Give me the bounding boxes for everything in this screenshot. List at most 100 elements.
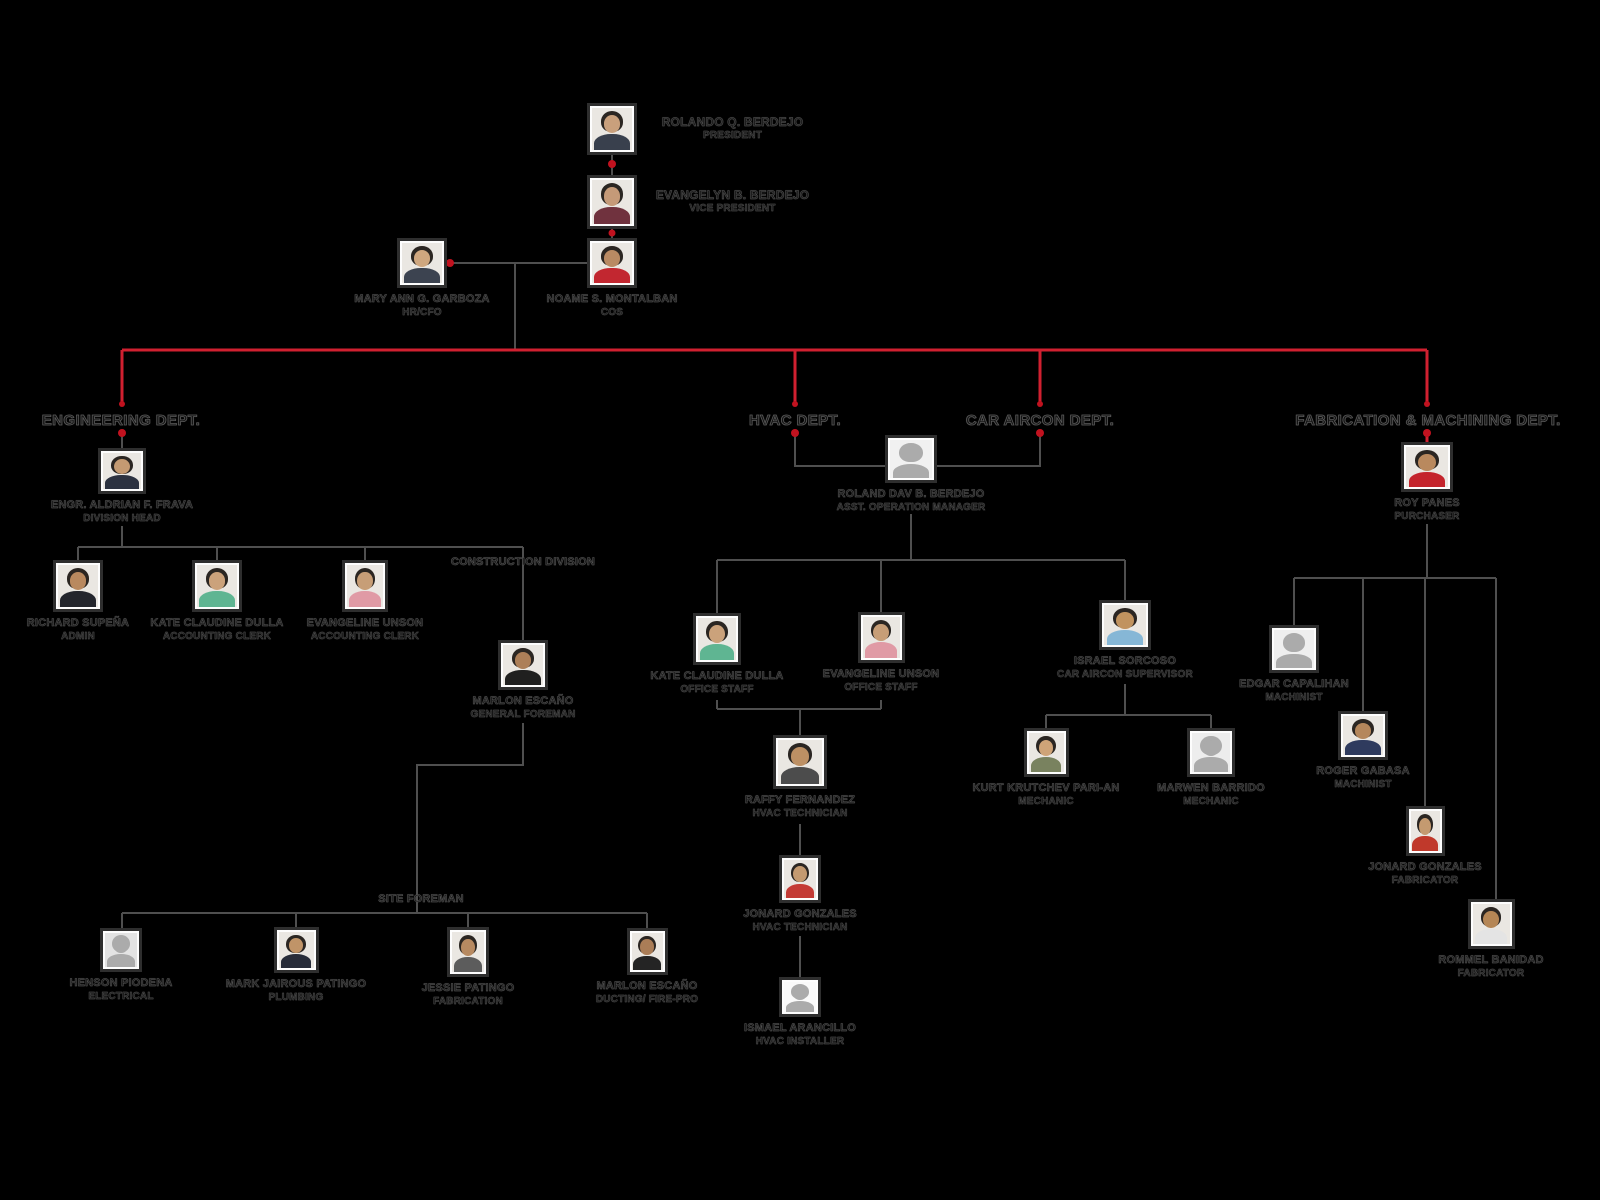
person-labels-rolando: ROLANDO Q. BERDEJO PRESIDENT (645, 115, 820, 142)
person-name: MARY ANN G. GARBOZA (354, 293, 490, 305)
reporting-line (794, 433, 885, 467)
person-portrait-icon (592, 180, 632, 224)
person-silhouette-icon (1192, 733, 1230, 772)
silhouette-part (633, 955, 661, 970)
person-silhouette-icon (890, 440, 932, 478)
silhouette-part (453, 956, 483, 972)
silhouette-part (785, 883, 815, 898)
person-photo-marlon_duct (626, 928, 668, 975)
person-photo-richard (53, 560, 103, 612)
silhouette-part (1194, 757, 1228, 772)
person-role: GENERAL FOREMAN (470, 709, 576, 720)
person-photo-henson (100, 928, 142, 972)
person-name: KATE CLAUDINE DULLA (150, 617, 284, 629)
division-label-0: CONSTRUCTION DIVISION (450, 556, 596, 569)
person-silhouette-icon (1274, 630, 1314, 668)
silhouette-part (114, 938, 128, 954)
silhouette-part (785, 1000, 815, 1012)
person-photo-evangeline_acct (342, 560, 388, 612)
person-labels-jessie: JESSIE PATINGO FABRICATION (358, 982, 578, 1008)
person-name: ROLAND DAV B. BERDEJO (837, 488, 985, 500)
silhouette-part (1345, 740, 1381, 755)
silhouette-part (461, 938, 475, 956)
person-name: JONARD GONZALES (743, 908, 857, 920)
person-photo-kate_acct (192, 560, 242, 612)
person-name: EVANGELINE UNSON (306, 617, 424, 629)
person-photo-roy (1401, 442, 1453, 492)
person-name: JONARD GONZALES (1368, 861, 1482, 873)
person-portrait-icon (278, 932, 314, 968)
person-role: HVAC TECHNICIAN (752, 922, 848, 933)
person-labels-frava: ENGR. ALDRIAN F. FRAVA DIVISION HEAD (12, 499, 232, 525)
person-labels-roland_dav: ROLAND DAV B. BERDEJO ASST. OPERATION MAN… (801, 488, 1021, 514)
person-portrait-icon (452, 932, 484, 972)
silhouette-part (864, 642, 898, 658)
connector-dot (792, 401, 798, 407)
person-name: MARLON ESCAÑO (472, 695, 574, 707)
person-role: MECHANIC (1183, 796, 1239, 807)
silhouette-part (603, 115, 621, 133)
connector-dot (608, 229, 616, 237)
person-role: HVAC TECHNICIAN (752, 808, 848, 819)
person-role: OFFICE STAFF (844, 682, 918, 693)
person-photo-israel (1099, 600, 1151, 650)
person-portrait-icon (347, 565, 383, 607)
division-label-1: SITE FOREMAN (378, 893, 464, 906)
person-photo-frava (98, 448, 146, 494)
person-role: MACHINIST (1334, 779, 1392, 790)
reporting-line (121, 913, 648, 928)
silhouette-part (199, 591, 235, 607)
person-portrait-icon (103, 453, 141, 489)
person-name: JESSIE PATINGO (421, 982, 515, 994)
person-role: HVAC INSTALLER (755, 1036, 845, 1047)
silhouette-part (603, 187, 621, 206)
connector-dot (119, 401, 125, 407)
silhouette-part (790, 747, 810, 766)
person-labels-marlon_duct: MARLON ESCAÑO DUCTING/ FIRE-PRO (537, 980, 757, 1006)
person-photo-jessie (447, 927, 489, 977)
silhouette-part (114, 459, 130, 475)
person-photo-jonard_fab (1405, 806, 1445, 856)
person-name: KATE CLAUDINE DULLA (650, 670, 784, 682)
person-photo-roland_dav (885, 435, 937, 483)
reporting-line (1045, 684, 1212, 728)
person-portrait-icon (592, 243, 632, 283)
person-name: ISMAEL ARANCILLO (744, 1022, 856, 1034)
silhouette-part (1408, 471, 1446, 487)
person-portrait-icon (1343, 716, 1383, 755)
person-portrait-icon (862, 617, 900, 658)
silhouette-part (1038, 739, 1054, 756)
silhouette-part (709, 625, 725, 643)
silhouette-part (1474, 928, 1508, 944)
person-labels-roy: ROY PANES PURCHASER (1317, 497, 1537, 523)
silhouette-part (1285, 636, 1303, 653)
person-role: FABRICATOR (1457, 968, 1525, 979)
person-role: PURCHASER (1394, 511, 1460, 522)
person-labels-roger: ROGER GABASA MACHINIST (1253, 765, 1473, 791)
person-name: MARK JAIROUS PATINGO (225, 978, 367, 990)
person-portrait-icon (1406, 447, 1448, 487)
silhouette-part (793, 866, 807, 883)
person-role: DUCTING/ FIRE-PRO (595, 994, 699, 1005)
silhouette-part (60, 591, 96, 607)
person-labels-marwen: MARWEN BARRIDO MECHANIC (1101, 782, 1321, 808)
connector-dot (1423, 429, 1431, 437)
reporting-line (416, 723, 524, 913)
person-name: ROY PANES (1394, 497, 1460, 509)
person-role: ELECTRICAL (88, 991, 154, 1002)
silhouette-part (208, 572, 226, 590)
silhouette-part (288, 938, 304, 954)
silhouette-part (1418, 817, 1432, 835)
person-role: ACCOUNTING CLERK (310, 631, 420, 642)
person-labels-evangeline_office: EVANGELINE UNSON OFFICE STAFF (771, 668, 991, 694)
person-labels-jonard_fab: JONARD GONZALES FABRICATOR (1315, 861, 1535, 887)
silhouette-part (873, 623, 889, 642)
silhouette-part (1116, 611, 1134, 629)
person-photo-mark (273, 927, 319, 973)
person-labels-noame: NOAME S. MONTALBAN COS (502, 293, 722, 319)
reporting-line (716, 700, 882, 735)
person-portrait-icon (592, 108, 632, 150)
person-role: CAR AIRCON SUPERVISOR (1057, 669, 1193, 680)
person-role: DIVISION HEAD (83, 513, 161, 524)
person-role: ACCOUNTING CLERK (162, 631, 272, 642)
